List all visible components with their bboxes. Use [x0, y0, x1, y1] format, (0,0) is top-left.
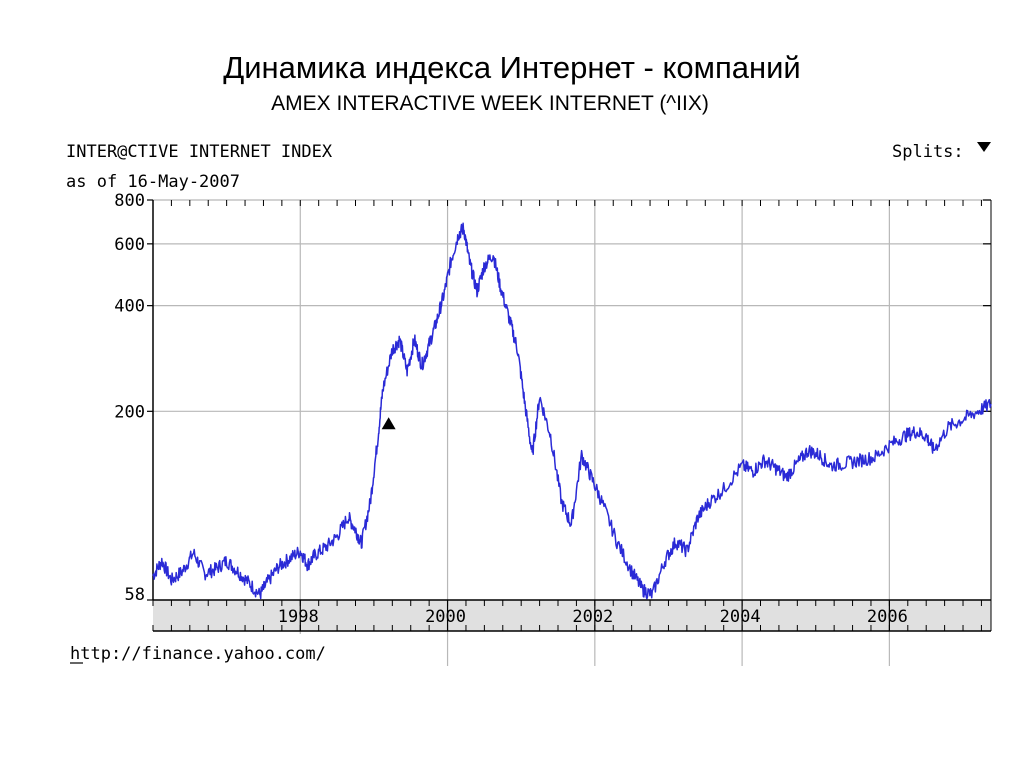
- grid-layer: [153, 199, 991, 666]
- label-layer: 1998 2000 2002 2004 2006 58 200 400 600 800: [114, 191, 908, 627]
- y-tick-label-800: 800: [114, 191, 145, 211]
- y-tick-label-200: 200: [114, 402, 145, 422]
- x-axis-band: [153, 600, 991, 631]
- splits-dropdown-icon[interactable]: [977, 142, 991, 152]
- series-layer: [152, 222, 992, 600]
- source-link-box: [66, 634, 348, 666]
- y-tick-label-58: 58: [125, 585, 145, 605]
- splits-label: Splits:: [892, 142, 964, 162]
- tick-layer: [147, 199, 991, 631]
- series-line-0: [152, 222, 992, 600]
- slide-title: Динамика индекса Интернет - компаний: [223, 50, 801, 85]
- source-link[interactable]: http://finance.yahoo.com/: [70, 644, 326, 664]
- slide-subtitle: AMEX INTERACTIVE WEEK INTERNET (^IIX): [271, 92, 709, 115]
- x-tick-label-2002: 2002: [572, 607, 613, 627]
- chart-index-name: INTER@CTIVE INTERNET INDEX: [66, 142, 333, 162]
- marker-layer: [381, 417, 396, 430]
- split-marker-icon: [381, 417, 396, 430]
- x-tick-label-2004: 2004: [720, 607, 761, 627]
- x-tick-label-2000: 2000: [425, 607, 466, 627]
- y-tick-label-400: 400: [114, 297, 145, 317]
- chart-as-of-date: as of 16-May-2007: [66, 172, 240, 192]
- x-tick-label-2006: 2006: [867, 607, 908, 627]
- x-tick-label-1998: 1998: [278, 607, 319, 627]
- y-tick-label-600: 600: [114, 235, 145, 255]
